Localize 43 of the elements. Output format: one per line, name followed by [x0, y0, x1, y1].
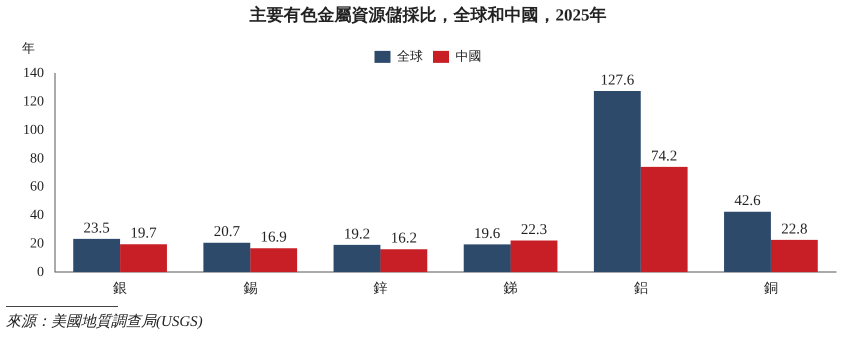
y-tick-label: 100 — [23, 122, 44, 138]
x-tick-label: 鋅 — [373, 280, 388, 296]
x-tick-label: 銅 — [764, 281, 778, 296]
y-tick-label: 80 — [30, 151, 44, 166]
bar — [464, 244, 511, 272]
x-tick-label: 錫 — [243, 281, 258, 296]
y-axis-title: 年 — [22, 40, 35, 56]
bar — [73, 238, 120, 272]
bar — [770, 240, 818, 272]
data-label: 23.5 — [84, 220, 110, 236]
legend-label: 中國 — [456, 48, 482, 64]
bar — [724, 212, 771, 272]
y-tick-label: 40 — [30, 208, 44, 224]
data-label: 22.3 — [520, 222, 548, 238]
bar — [250, 248, 298, 272]
data-label: 16.2 — [390, 230, 417, 247]
data-label: 16.9 — [260, 230, 287, 246]
bar — [334, 244, 380, 272]
text: 來源：美國地質調查局(USGS) — [6, 312, 203, 331]
x-tick-label: 銻 — [504, 280, 518, 296]
bar — [510, 240, 558, 272]
bar — [640, 166, 688, 272]
data-label: 20.7 — [214, 224, 240, 240]
chart-title: 主要有色金屬資源儲採比，全球和中國，2025年 — [248, 6, 606, 25]
data-label: 22.8 — [781, 221, 808, 238]
y-tick-label: 0 — [37, 264, 44, 280]
data-label: 19.6 — [474, 226, 501, 242]
data-label: 19.7 — [130, 226, 158, 242]
legend-label: 全球 — [397, 48, 423, 64]
y-tick-label: 20 — [30, 236, 44, 252]
x-tick-label: 鋁 — [634, 281, 648, 296]
bar — [203, 242, 250, 272]
data-label: 19.2 — [344, 226, 370, 242]
x-tick-label: 銀 — [113, 281, 128, 296]
bar — [120, 244, 167, 272]
y-tick-label: 120 — [23, 94, 44, 110]
y-tick-label: 60 — [30, 180, 44, 195]
data-label: 42.6 — [734, 193, 762, 210]
y-tick-label: 140 — [23, 66, 44, 82]
bar — [380, 249, 428, 272]
data-label: 127.6 — [600, 72, 635, 88]
bar — [594, 91, 641, 272]
data-label: 74.2 — [651, 148, 678, 164]
